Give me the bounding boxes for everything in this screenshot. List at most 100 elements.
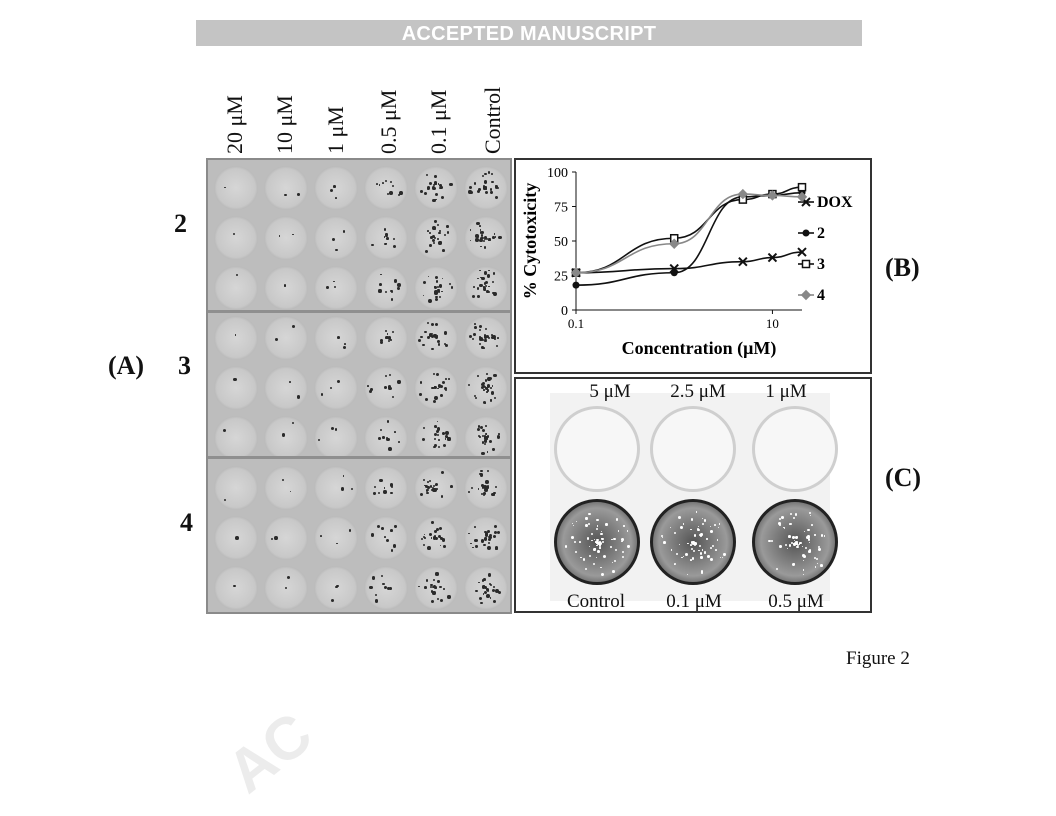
colony-speck xyxy=(344,343,347,345)
dish-speck xyxy=(698,544,702,548)
dish-speck xyxy=(820,534,824,537)
dish-speck xyxy=(801,554,805,558)
panel-b-letter: (B) xyxy=(885,253,920,282)
colony-speck xyxy=(424,586,427,589)
colony-speck xyxy=(275,337,279,341)
colony-speck xyxy=(488,377,492,381)
dish-speck xyxy=(807,536,810,539)
colony-speck xyxy=(430,590,434,593)
dish-speck xyxy=(780,545,782,547)
colony-speck xyxy=(424,192,428,195)
colony-speck xyxy=(485,372,488,375)
colony-speck xyxy=(368,389,372,393)
plate-well xyxy=(364,266,408,310)
dish-label-1um: 1 μM xyxy=(765,381,807,402)
column-label-text: Control xyxy=(480,86,505,154)
dish-speck xyxy=(690,518,694,521)
colony-speck xyxy=(497,337,499,339)
colony-speck xyxy=(482,579,485,582)
colony-speck xyxy=(380,338,384,342)
colony-speck xyxy=(385,234,388,238)
colony-speck xyxy=(379,478,383,483)
colony-speck xyxy=(443,443,447,447)
colony-speck xyxy=(494,185,499,189)
dish-speck xyxy=(796,545,799,549)
colony-speck xyxy=(475,238,479,242)
colony-speck xyxy=(479,469,483,473)
colony-speck xyxy=(422,343,425,347)
dish-speck xyxy=(600,532,603,535)
colony-speck xyxy=(233,584,236,588)
colony-speck xyxy=(435,430,439,434)
colony-speck xyxy=(428,532,433,536)
colony-speck xyxy=(430,332,434,336)
colony-speck xyxy=(470,542,472,545)
legend-label: 2 xyxy=(817,225,825,242)
colony-speck xyxy=(493,531,498,535)
colony-speck xyxy=(494,524,498,529)
series-line xyxy=(575,251,803,274)
colony-speck xyxy=(482,493,486,497)
colony-speck xyxy=(384,330,387,333)
colony-speck xyxy=(284,587,287,590)
colony-speck xyxy=(437,439,440,441)
legend-label: DOX xyxy=(817,194,853,211)
dish-label-5um: 5 μM xyxy=(589,381,631,402)
dish-speck xyxy=(700,556,703,559)
colony-speck xyxy=(377,436,381,440)
colony-speck xyxy=(384,291,388,294)
dish-speck xyxy=(627,545,630,548)
colony-speck xyxy=(330,386,333,389)
colony-speck xyxy=(479,231,482,234)
colony-speck xyxy=(482,338,485,341)
colony-speck xyxy=(399,190,403,195)
dish-speck xyxy=(697,528,700,532)
colony-speck xyxy=(498,591,502,595)
colony-speck xyxy=(446,225,449,228)
dish-speck xyxy=(622,550,625,554)
colony-speck xyxy=(422,281,426,285)
colony-speck xyxy=(491,493,495,497)
plate-well xyxy=(214,366,258,410)
colony-speck xyxy=(438,240,442,245)
plate-well xyxy=(214,316,258,360)
colony-speck xyxy=(492,292,497,296)
colony-speck xyxy=(445,434,448,438)
colony-speck xyxy=(289,380,291,383)
colony-speck xyxy=(437,183,440,185)
colony-speck xyxy=(281,432,286,437)
dish-speck xyxy=(584,567,588,571)
dish-speck xyxy=(792,536,795,539)
colony-speck xyxy=(423,533,426,536)
plate-well xyxy=(464,366,508,410)
colony-speck xyxy=(391,290,394,293)
colony-speck xyxy=(483,436,488,440)
colony-speck xyxy=(481,484,485,487)
dish-speck xyxy=(601,538,604,541)
dish-speck xyxy=(681,556,683,559)
colony-dish-photo-panel: 5 μM 2.5 μM 1 μM Control 0.1 μM 0.5 μM xyxy=(514,377,872,613)
dish-speck xyxy=(682,523,684,525)
dish-speck xyxy=(808,542,810,544)
colony-speck xyxy=(469,239,472,242)
colony-speck xyxy=(371,576,376,580)
dish-speck xyxy=(709,547,712,550)
y-tick-label: 0 xyxy=(561,304,568,319)
colony-speck xyxy=(337,336,341,339)
colony-speck xyxy=(380,526,384,530)
plate-well xyxy=(364,216,408,260)
accepted-manuscript-banner: ACCEPTED MANUSCRIPT xyxy=(196,20,862,46)
colony-speck xyxy=(429,479,432,483)
colony-speck xyxy=(483,487,486,490)
plate-well xyxy=(264,316,308,360)
colony-speck xyxy=(485,281,488,285)
colony-speck xyxy=(483,439,488,443)
colony-speck xyxy=(484,488,488,492)
colony-speck xyxy=(490,391,494,395)
colony-speck xyxy=(385,242,387,245)
dish-speck xyxy=(588,512,591,516)
colony-speck xyxy=(371,533,375,537)
colony-speck xyxy=(331,426,335,430)
colony-speck xyxy=(476,190,480,194)
colony-speck xyxy=(373,485,376,488)
